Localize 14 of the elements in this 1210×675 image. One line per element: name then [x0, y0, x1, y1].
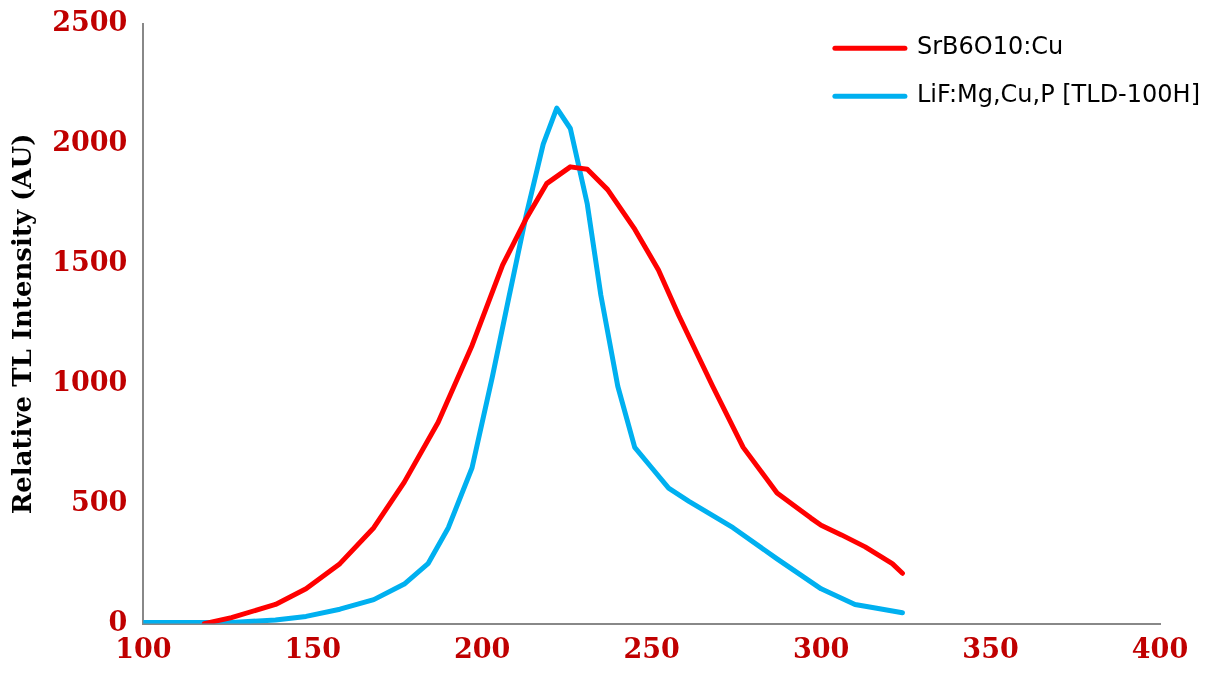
x-tick-label: 150: [284, 632, 341, 664]
y-tick-label: 500: [70, 485, 128, 517]
y-tick-label: 2000: [52, 126, 128, 158]
x-tick-label: 350: [962, 632, 1019, 664]
x-tick-label: 400: [1131, 632, 1189, 664]
y-tick-label: 1500: [52, 245, 128, 277]
legend-label: SrB6O10:Cu: [916, 32, 1064, 61]
y-tick-label: 1000: [52, 365, 128, 397]
y-tick-label: 2500: [52, 6, 128, 38]
x-tick-label: 250: [623, 632, 680, 664]
x-tick-label: 300: [792, 632, 850, 664]
legend-label: LiF:Mg,Cu,P [TLD-100H]: [916, 80, 1200, 109]
x-tick-label: 200: [454, 632, 511, 664]
y-axis-title: Relative TL Intensity (AU): [7, 133, 38, 515]
